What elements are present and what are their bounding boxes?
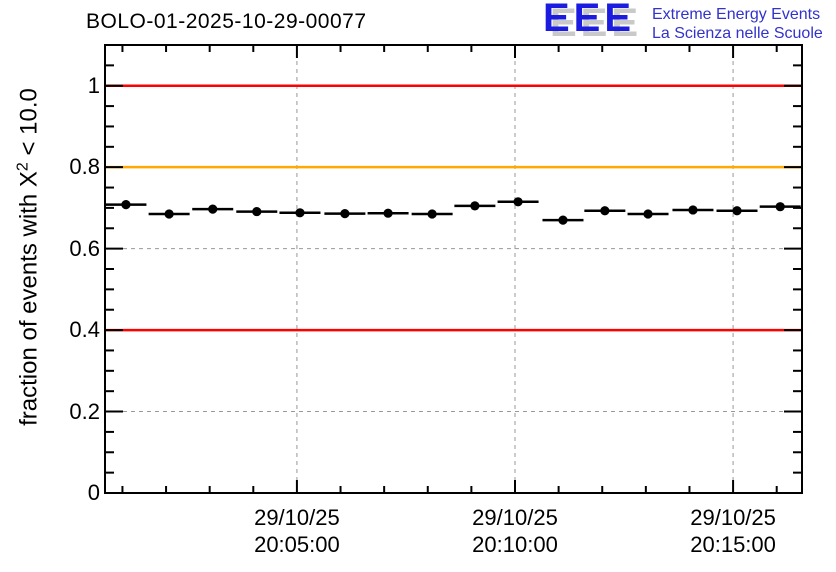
x-tick-date: 29/10/25 xyxy=(472,505,558,530)
data-point xyxy=(775,202,785,212)
y-tick-label: 0.8 xyxy=(69,154,100,180)
y-tick-label: 0 xyxy=(87,480,100,505)
data-point xyxy=(688,205,698,215)
eee-logo: EEE Extreme Energy Events La Scienza nel… xyxy=(543,0,836,48)
x-tick-label: 29/10/25 20:10:00 xyxy=(440,504,590,558)
data-point xyxy=(383,208,393,218)
x-tick-label: 29/10/25 20:15:00 xyxy=(658,504,808,558)
eee-logo-acronym: EEE xyxy=(543,0,636,40)
data-point xyxy=(643,209,653,219)
x-tick-date: 29/10/25 xyxy=(690,505,776,530)
data-point xyxy=(340,209,350,219)
eee-logo-line1: Extreme Energy Events xyxy=(652,6,821,23)
y-tick-label: 0.4 xyxy=(69,317,100,343)
y-tick-label: 1 xyxy=(87,72,100,98)
eee-logo-line2: La Scienza nelle Scuole xyxy=(652,25,823,42)
x-tick-label: 29/10/25 20:05:00 xyxy=(222,504,372,558)
chart-title: BOLO-01-2025-10-29-00077 xyxy=(86,10,367,33)
data-point xyxy=(558,215,568,225)
data-point xyxy=(732,206,742,216)
data-point xyxy=(427,209,437,219)
data-point xyxy=(600,206,610,216)
data-point xyxy=(208,204,218,214)
data-point xyxy=(121,200,131,210)
x-tick-time: 20:15:00 xyxy=(690,532,776,557)
y-tick-label: 0.2 xyxy=(69,398,100,424)
y-tick-label: 0.6 xyxy=(69,235,100,261)
data-point xyxy=(295,208,305,218)
x-tick-date: 29/10/25 xyxy=(254,505,340,530)
data-point xyxy=(513,197,523,207)
data-point xyxy=(252,206,262,217)
x-tick-time: 20:05:00 xyxy=(254,532,340,557)
data-point xyxy=(470,201,480,211)
data-point xyxy=(164,209,174,219)
x-tick-time: 20:10:00 xyxy=(472,532,558,557)
plot-frame xyxy=(104,44,803,494)
eee-logo-text: Extreme Energy Events La Scienza nelle S… xyxy=(652,5,823,43)
